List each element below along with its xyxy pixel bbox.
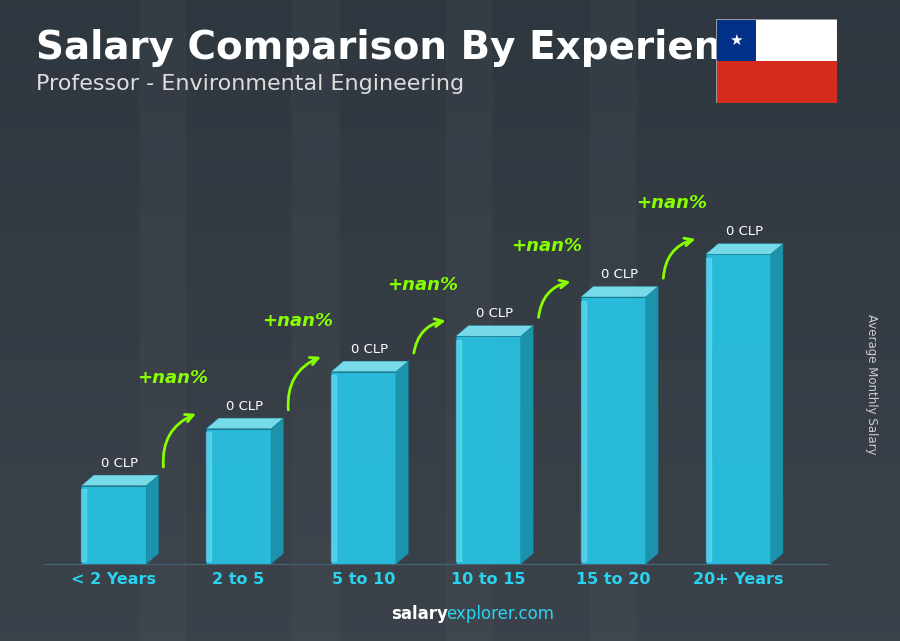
Polygon shape — [706, 258, 711, 560]
Text: +nan%: +nan% — [262, 312, 333, 329]
Bar — [331, 372, 396, 564]
Bar — [140, 0, 184, 641]
Text: 0 CLP: 0 CLP — [351, 343, 388, 356]
Text: Professor - Environmental Engineering: Professor - Environmental Engineering — [36, 74, 464, 94]
Polygon shape — [770, 244, 783, 564]
Bar — [716, 19, 837, 61]
Text: 0 CLP: 0 CLP — [725, 225, 763, 238]
Bar — [292, 0, 338, 641]
Polygon shape — [81, 475, 158, 486]
Polygon shape — [81, 489, 86, 560]
Polygon shape — [645, 287, 658, 564]
Bar — [590, 0, 634, 641]
Polygon shape — [580, 301, 586, 560]
Polygon shape — [206, 418, 284, 429]
Text: explorer.com: explorer.com — [446, 605, 554, 623]
Text: 0 CLP: 0 CLP — [476, 307, 513, 320]
Text: +nan%: +nan% — [387, 276, 457, 294]
Text: 0 CLP: 0 CLP — [226, 400, 264, 413]
Bar — [206, 429, 271, 564]
Polygon shape — [146, 475, 158, 564]
Text: 0 CLP: 0 CLP — [102, 456, 139, 470]
Polygon shape — [706, 244, 783, 254]
Polygon shape — [271, 418, 284, 564]
Polygon shape — [331, 361, 409, 372]
Bar — [716, 61, 837, 103]
Polygon shape — [456, 326, 534, 336]
Bar — [580, 297, 645, 564]
Bar — [706, 254, 770, 564]
Polygon shape — [396, 361, 409, 564]
Text: Salary Comparison By Experience: Salary Comparison By Experience — [36, 29, 770, 67]
Bar — [456, 336, 521, 564]
Bar — [446, 0, 491, 641]
Bar — [716, 19, 756, 61]
Polygon shape — [521, 326, 534, 564]
Text: 0 CLP: 0 CLP — [601, 268, 638, 281]
Text: +nan%: +nan% — [636, 194, 707, 212]
Text: salary: salary — [392, 605, 448, 623]
Polygon shape — [456, 340, 461, 560]
Bar — [81, 486, 146, 564]
Polygon shape — [580, 287, 658, 297]
Text: +nan%: +nan% — [511, 237, 582, 255]
Polygon shape — [331, 376, 336, 560]
Text: Average Monthly Salary: Average Monthly Salary — [865, 314, 878, 455]
Text: ★: ★ — [729, 33, 742, 47]
Text: +nan%: +nan% — [137, 369, 208, 387]
Polygon shape — [206, 432, 211, 560]
